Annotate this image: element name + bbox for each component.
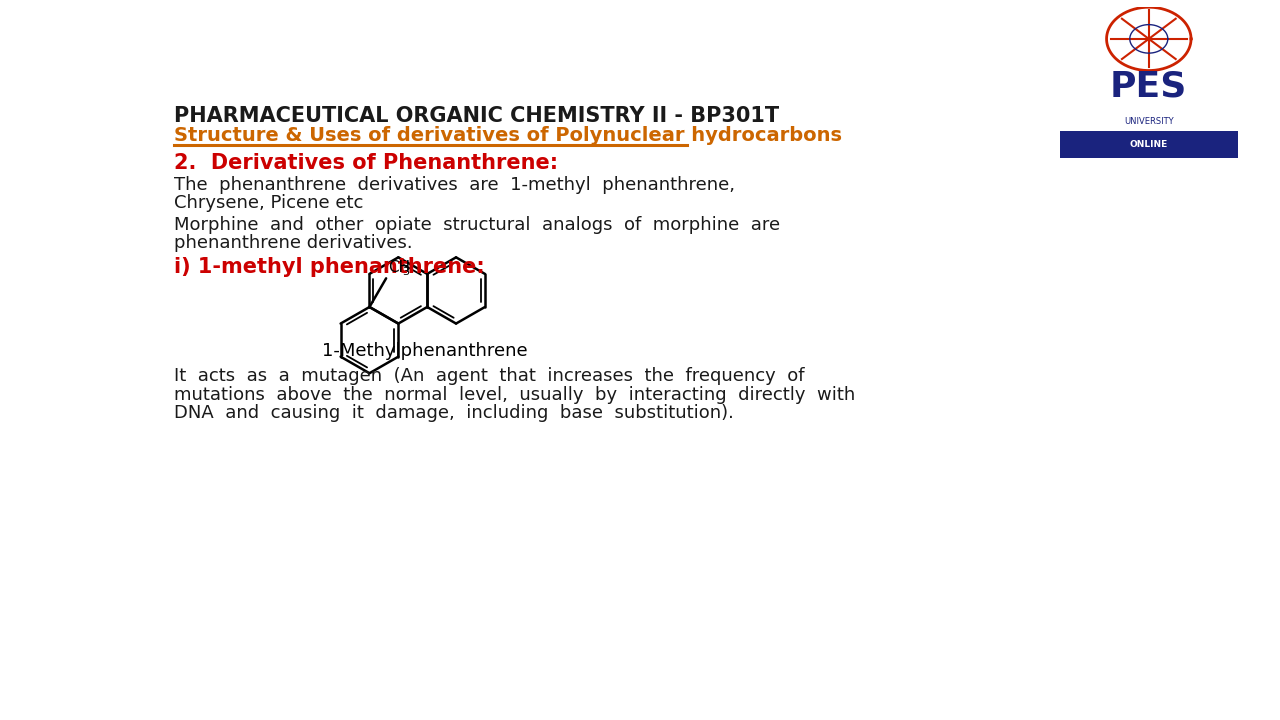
Text: Morphine  and  other  opiate  structural  analogs  of  morphine  are: Morphine and other opiate structural ana… bbox=[174, 216, 780, 234]
Text: phenanthrene derivatives.: phenanthrene derivatives. bbox=[174, 234, 412, 252]
Text: 3: 3 bbox=[402, 267, 410, 276]
Text: mutations  above  the  normal  level,  usually  by  interacting  directly  with: mutations above the normal level, usuall… bbox=[174, 386, 855, 404]
Text: The  phenanthrene  derivatives  are  1-methyl  phenanthrene,: The phenanthrene derivatives are 1-methy… bbox=[174, 176, 735, 194]
Text: CH: CH bbox=[388, 260, 411, 275]
Text: i) 1-methyl phenanthrene:: i) 1-methyl phenanthrene: bbox=[174, 257, 485, 277]
Text: 2.  Derivatives of Phenanthrene:: 2. Derivatives of Phenanthrene: bbox=[174, 153, 558, 174]
Text: UNIVERSITY: UNIVERSITY bbox=[1124, 117, 1174, 126]
Text: Chrysene, Picene etc: Chrysene, Picene etc bbox=[174, 194, 364, 212]
Text: PES: PES bbox=[1110, 69, 1188, 104]
Text: PHARMACEUTICAL ORGANIC CHEMISTRY II - BP301T: PHARMACEUTICAL ORGANIC CHEMISTRY II - BP… bbox=[174, 106, 780, 126]
FancyBboxPatch shape bbox=[1060, 131, 1238, 158]
Text: 1-Methylphenanthrene: 1-Methylphenanthrene bbox=[321, 342, 527, 360]
Text: ONLINE: ONLINE bbox=[1130, 140, 1167, 149]
Text: It  acts  as  a  mutagen  (An  agent  that  increases  the  frequency  of: It acts as a mutagen (An agent that incr… bbox=[174, 367, 804, 385]
Text: Structure & Uses of derivatives of Polynuclear hydrocarbons: Structure & Uses of derivatives of Polyn… bbox=[174, 127, 842, 145]
Text: DNA  and  causing  it  damage,  including  base  substitution).: DNA and causing it damage, including bas… bbox=[174, 405, 733, 423]
